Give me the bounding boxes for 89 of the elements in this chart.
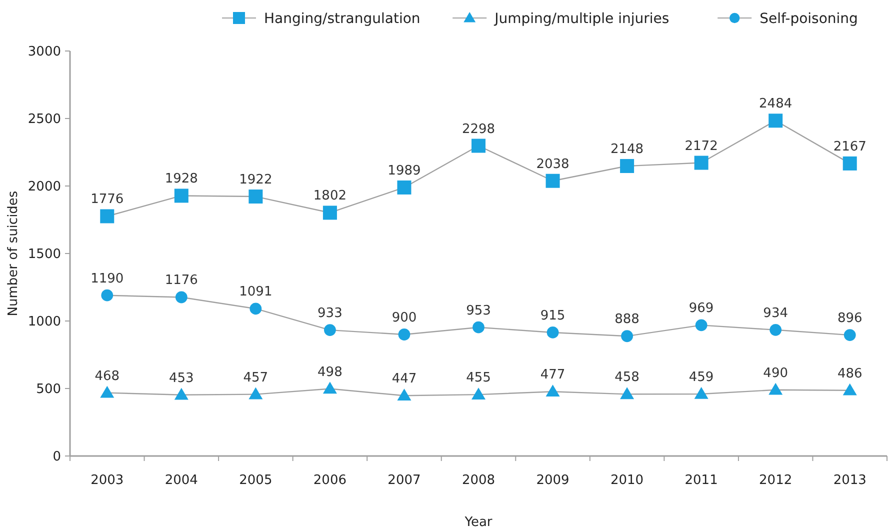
data-label: 953 — [466, 303, 491, 318]
y-tick-label: 0 — [52, 450, 61, 464]
data-label: 969 — [688, 301, 714, 316]
point — [324, 324, 336, 336]
x-axis-title: Year — [464, 515, 493, 530]
x-tick-label: 2009 — [536, 473, 570, 488]
x-tick-label: 2005 — [239, 473, 272, 488]
data-label: 1802 — [313, 188, 346, 204]
data-label: 1190 — [90, 271, 124, 286]
x-tick-label: 2006 — [313, 473, 346, 488]
y-tick-label: 3000 — [28, 44, 61, 60]
data-label: 2172 — [684, 138, 718, 154]
x-tick-label: 2007 — [388, 473, 421, 488]
data-label: 1176 — [164, 273, 198, 288]
y-tick-label: 1000 — [28, 314, 61, 330]
data-label: 498 — [318, 364, 342, 380]
point — [844, 329, 856, 341]
data-label: 490 — [763, 366, 788, 381]
legend-label: Self-poisoning — [760, 11, 858, 27]
data-label: 896 — [837, 311, 862, 326]
data-label: 458 — [614, 370, 640, 386]
data-label: 933 — [318, 306, 342, 322]
point — [768, 114, 783, 128]
point — [472, 321, 484, 334]
data-label: 447 — [392, 372, 417, 387]
data-label: 934 — [763, 306, 788, 321]
data-label: 1928 — [164, 172, 198, 187]
data-label: 888 — [614, 312, 640, 328]
point — [397, 388, 412, 401]
point — [546, 384, 560, 397]
data-label: 2484 — [759, 96, 792, 112]
point — [248, 387, 263, 400]
x-tick-label: 2008 — [462, 473, 496, 488]
data-label: 2298 — [462, 122, 496, 137]
point — [174, 388, 188, 400]
point — [397, 180, 412, 194]
x-tick-label: 2011 — [684, 473, 718, 488]
data-label: 2148 — [610, 142, 644, 158]
data-label: 2167 — [833, 139, 866, 154]
x-tick-label: 2004 — [164, 473, 198, 488]
data-label: 459 — [688, 370, 714, 386]
point — [472, 138, 486, 153]
x-tick-label: 2010 — [610, 473, 644, 488]
data-label: 1989 — [388, 163, 421, 178]
x-tick-label: 2013 — [833, 473, 866, 488]
data-label: 900 — [392, 310, 417, 326]
y-tick-label: 2000 — [28, 180, 61, 194]
point — [322, 206, 337, 220]
legend-label: Hanging/strangulation — [264, 11, 420, 27]
data-label: 915 — [540, 308, 566, 324]
point — [621, 330, 633, 342]
point — [695, 319, 708, 332]
legend-label: Jumping/multiple injuries — [494, 11, 670, 27]
point — [398, 328, 410, 340]
point — [250, 302, 262, 315]
point — [842, 156, 857, 170]
point — [694, 156, 708, 170]
x-tick-label: 2012 — [759, 473, 792, 488]
point — [768, 382, 783, 395]
point — [472, 388, 486, 400]
y-tick-label: 500 — [36, 382, 61, 397]
point — [842, 383, 857, 396]
y-axis-title: Number of suicides — [6, 190, 21, 316]
y-tick-label: 1500 — [28, 247, 61, 262]
point — [248, 190, 263, 204]
point — [546, 326, 559, 338]
y-tick-label: 2500 — [28, 112, 61, 127]
point — [694, 387, 708, 399]
data-label: 2038 — [536, 156, 570, 172]
point — [175, 291, 188, 304]
point — [620, 159, 634, 174]
point — [100, 209, 114, 224]
point — [770, 324, 782, 336]
data-label: 1922 — [239, 172, 272, 188]
data-label: 455 — [466, 370, 491, 386]
point — [100, 386, 114, 398]
data-label: 477 — [540, 368, 566, 383]
point — [620, 387, 634, 400]
data-label: 1091 — [239, 284, 272, 300]
data-label: 486 — [837, 366, 862, 382]
data-label: 1776 — [90, 192, 124, 208]
point — [322, 382, 337, 394]
x-tick-label: 2003 — [90, 473, 124, 488]
point — [101, 289, 114, 302]
data-label: 453 — [168, 370, 194, 386]
point — [546, 174, 560, 188]
data-label: 457 — [243, 370, 268, 386]
data-label: 468 — [94, 368, 120, 384]
point — [174, 188, 188, 203]
